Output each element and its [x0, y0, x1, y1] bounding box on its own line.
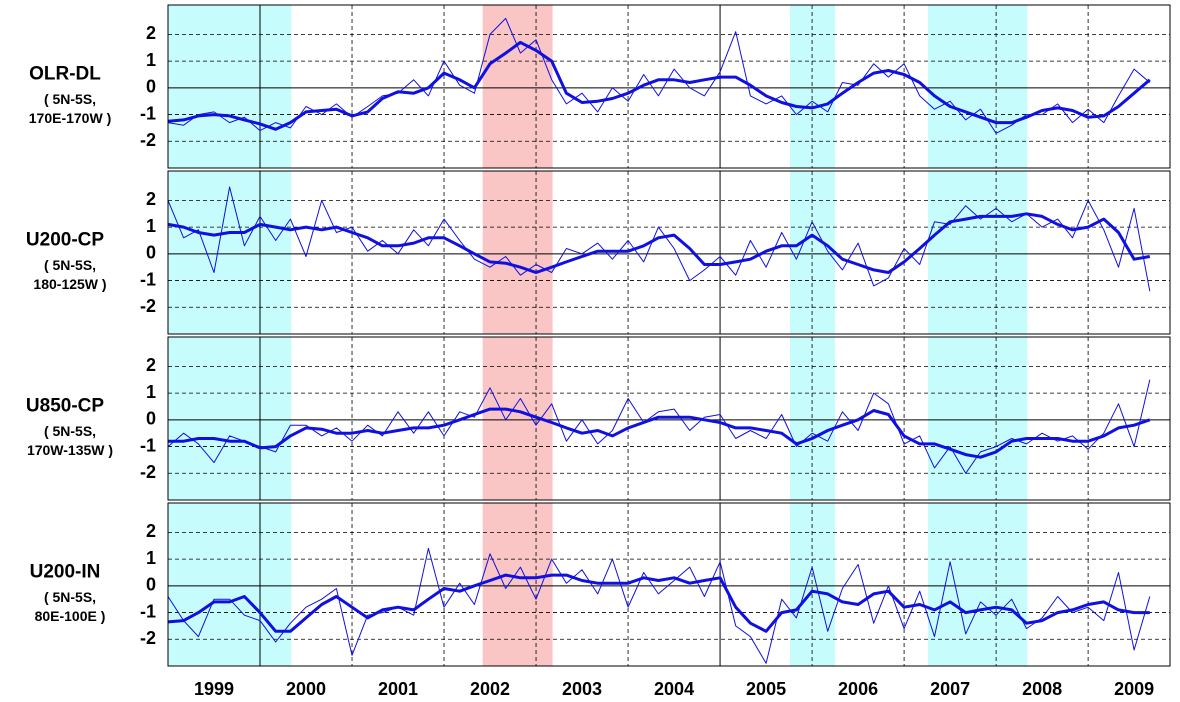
y-tick-label: -2: [140, 628, 156, 648]
y-tick-label: 1: [146, 382, 156, 402]
shade-band: [482, 503, 553, 666]
panel: -2 -1 0 1 2 OLR-DL ( 5N-5S, 170E-170W ): [29, 4, 1171, 169]
y-tick-label: -1: [140, 103, 156, 123]
y-tick-label: -2: [140, 462, 156, 482]
y-tick-label: -1: [140, 269, 156, 289]
shade-band: [168, 171, 292, 334]
panel-subtitle: ( 5N-5S,: [44, 91, 96, 107]
shade-band: [789, 171, 836, 334]
y-tick-label: 0: [146, 575, 156, 595]
y-tick-label: 0: [146, 409, 156, 429]
series-line: [167, 17, 1151, 134]
panel-title: OLR-DL: [29, 64, 101, 85]
panel-subtitle: 80E-100E ): [35, 608, 106, 624]
panel-subtitle: 180-125W ): [33, 276, 106, 292]
x-tick-label: 2008: [1022, 679, 1062, 699]
series-line: [167, 547, 1151, 664]
panel: -2 -1 0 1 2 U200-IN ( 5N-5S, 80E-100E ) 1999 2000…: [30, 502, 1171, 699]
y-tick-label: -2: [140, 130, 156, 150]
shade-band: [482, 171, 553, 334]
y-tick-label: -1: [140, 435, 156, 455]
shade-band: [928, 503, 1028, 666]
y-tick-label: 1: [146, 50, 156, 70]
panel-title: U850-CP: [26, 396, 104, 417]
shade-band: [789, 337, 836, 500]
x-tick-label: 2000: [286, 679, 326, 699]
panel-frame: [167, 336, 1171, 501]
panel-frame: [167, 4, 1171, 169]
y-tick-label: 2: [146, 189, 156, 209]
panel-subtitle: ( 5N-5S,: [44, 257, 96, 273]
series-line: [167, 40, 1151, 131]
panel-subtitle: ( 5N-5S,: [44, 423, 96, 439]
y-tick-label: 1: [146, 216, 156, 236]
y-tick-label: 0: [146, 243, 156, 263]
shade-band: [168, 337, 292, 500]
panel: -2 -1 0 1 2 U850-CP ( 5N-5S, 170W-135W ): [26, 336, 1171, 501]
y-tick-label: 1: [146, 548, 156, 568]
panel: -2 -1 0 1 2 U200-CP ( 5N-5S, 180-125W ): [26, 170, 1171, 335]
shade-band: [168, 5, 292, 168]
shade-band: [789, 5, 836, 168]
x-tick-label: 2009: [1114, 679, 1154, 699]
x-tick-label: 2003: [562, 679, 602, 699]
panel-frame: [167, 170, 1171, 335]
x-tick-label: 1999: [194, 679, 234, 699]
shade-band: [789, 503, 836, 666]
series-line: [168, 407, 1151, 459]
shade-band: [928, 171, 1028, 334]
panel-frame: [167, 502, 1171, 667]
x-tick-label: 2006: [838, 679, 878, 699]
panel-subtitle: ( 5N-5S,: [44, 589, 96, 605]
x-tick-label: 2007: [930, 679, 970, 699]
x-tick-label: 2005: [746, 679, 786, 699]
y-tick-label: 2: [146, 23, 156, 43]
y-tick-label: 2: [146, 521, 156, 541]
panel-title: U200-CP: [26, 230, 104, 251]
series-line: [167, 212, 1151, 274]
x-tick-label: 2002: [470, 679, 510, 699]
panel-title: U200-IN: [30, 562, 101, 583]
y-tick-label: -2: [140, 296, 156, 316]
panel-subtitle: 170W-135W ): [27, 442, 113, 458]
y-tick-label: -1: [140, 601, 156, 621]
x-tick-label: 2004: [654, 679, 694, 699]
shade-band: [482, 5, 553, 168]
series-line: [167, 573, 1150, 633]
shade-band: [928, 5, 1028, 168]
panel-subtitle: 170E-170W ): [29, 110, 111, 126]
y-tick-label: 2: [146, 355, 156, 375]
shade-band: [928, 337, 1028, 500]
x-tick-label: 2001: [378, 679, 418, 699]
y-tick-label: 0: [146, 77, 156, 97]
shade-band: [168, 503, 292, 666]
